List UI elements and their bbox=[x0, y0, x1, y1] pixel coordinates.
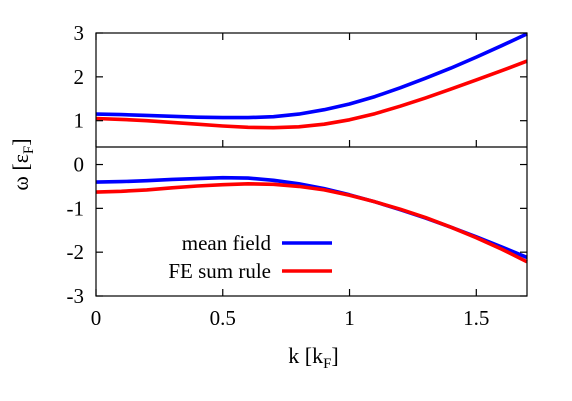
y-axis-label-subscript: F bbox=[21, 146, 37, 154]
x-tick-label: 1.5 bbox=[463, 306, 489, 330]
x-axis-label-close: ] bbox=[331, 343, 338, 368]
y-tick-label: -2 bbox=[67, 240, 85, 264]
y-tick-label: 3 bbox=[74, 21, 85, 45]
x-tick-label: 0.5 bbox=[210, 306, 236, 330]
series-line-fe-sum-rule-upper bbox=[95, 59, 528, 130]
series-lines bbox=[95, 32, 528, 264]
x-tick-label: 0 bbox=[91, 306, 102, 330]
plot-frame bbox=[95, 32, 528, 297]
legend-label: mean field bbox=[182, 231, 272, 255]
plot-border bbox=[95, 32, 528, 297]
y-axis-label-main: ω [ε bbox=[8, 154, 33, 191]
x-axis-label-subscript: F bbox=[323, 356, 331, 372]
series-line-fe-sum-rule-lower bbox=[95, 182, 528, 264]
y-axis-label: ω [εF] bbox=[8, 138, 37, 190]
legend: mean field FE sum rule bbox=[168, 231, 332, 283]
legend-label: FE sum rule bbox=[168, 259, 271, 283]
y-tick-label: 2 bbox=[74, 65, 85, 89]
y-tick-label: -1 bbox=[67, 196, 85, 220]
y-tick-label: -3 bbox=[67, 284, 85, 308]
y-axis-label-close: ] bbox=[8, 138, 33, 145]
axis-ticks: 0 0.5 1 1.5 1 2 3 0 -1 -2 -3 bbox=[67, 21, 527, 330]
series-line-mean-field-upper bbox=[95, 32, 528, 120]
x-axis-label: k [kF] bbox=[288, 343, 339, 372]
y-tick-label: 1 bbox=[74, 109, 85, 133]
y-tick-label: 0 bbox=[74, 153, 85, 177]
x-axis-label-main: k [k bbox=[288, 343, 323, 368]
x-tick-label: 1 bbox=[344, 306, 355, 330]
